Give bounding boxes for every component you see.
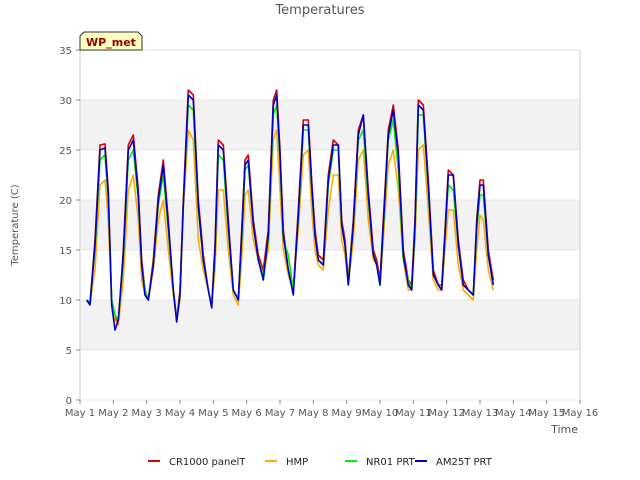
x-tick-label: May 14 xyxy=(495,408,532,419)
y-tick-label: 0 xyxy=(66,396,72,407)
x-tick-label: May 7 xyxy=(265,408,295,419)
grid-band xyxy=(80,100,580,150)
y-tick-label: 20 xyxy=(59,196,72,207)
x-tick-label: May 10 xyxy=(362,408,399,419)
x-tick-label: May 11 xyxy=(395,408,432,419)
legend-item: HMP xyxy=(265,457,308,468)
legend-label: NR01 PRT xyxy=(366,457,416,468)
x-tick-label: May 1 xyxy=(65,408,95,419)
x-tick-label: May 8 xyxy=(298,408,328,419)
x-tick-label: May 13 xyxy=(462,408,499,419)
grid-band xyxy=(80,350,580,400)
legend-label: AM25T PRT xyxy=(436,457,493,468)
y-tick-label: 10 xyxy=(59,296,72,307)
x-tick-label: May 12 xyxy=(428,408,465,419)
annotation-box: WP_met xyxy=(79,31,143,51)
grid-band xyxy=(80,250,580,300)
y-tick-label: 15 xyxy=(59,246,72,257)
legend-label: CR1000 panelT xyxy=(169,457,246,468)
y-axis-ticks: 0 5 10 15 20 25 30 35 xyxy=(59,46,80,407)
x-axis-ticks: May 1 May 2 May 3 May 4 May 5 May 6 May 7 May 8… xyxy=(65,400,598,419)
x-tick-label: May 6 xyxy=(232,408,262,419)
grid-band xyxy=(80,300,580,350)
legend-label: HMP xyxy=(286,457,308,468)
grid-bands xyxy=(80,50,580,400)
legend-item: CR1000 panelT xyxy=(148,457,246,468)
x-tick-label: May 16 xyxy=(562,408,599,419)
legend: CR1000 panelT HMP NR01 PRT AM25T PRT xyxy=(148,457,493,468)
grid-lines xyxy=(80,49,580,401)
legend-item: NR01 PRT xyxy=(345,457,416,468)
y-tick-label: 35 xyxy=(59,46,72,57)
annotation-box-shape xyxy=(79,31,143,51)
x-tick-label: May 4 xyxy=(165,408,195,419)
x-tick-label: May 9 xyxy=(332,408,362,419)
grid-band xyxy=(80,50,580,100)
x-tick-label: May 2 xyxy=(98,408,128,419)
y-tick-label: 25 xyxy=(59,146,72,157)
annotation-text: WP_met xyxy=(86,36,136,49)
x-tick-label: May 3 xyxy=(132,408,162,419)
x-tick-label: May 15 xyxy=(528,408,565,419)
chart-title: Temperatures xyxy=(274,3,364,18)
x-axis-label: Time xyxy=(550,423,578,436)
y-tick-label: 30 xyxy=(59,96,72,107)
x-tick-label: May 5 xyxy=(198,408,228,419)
legend-item: AM25T PRT xyxy=(415,457,493,468)
series-line-am25t-prt xyxy=(86,94,495,331)
series-lines xyxy=(86,89,495,331)
y-axis-label: Temperature (C) xyxy=(10,184,21,266)
y-tick-label: 5 xyxy=(66,346,72,357)
